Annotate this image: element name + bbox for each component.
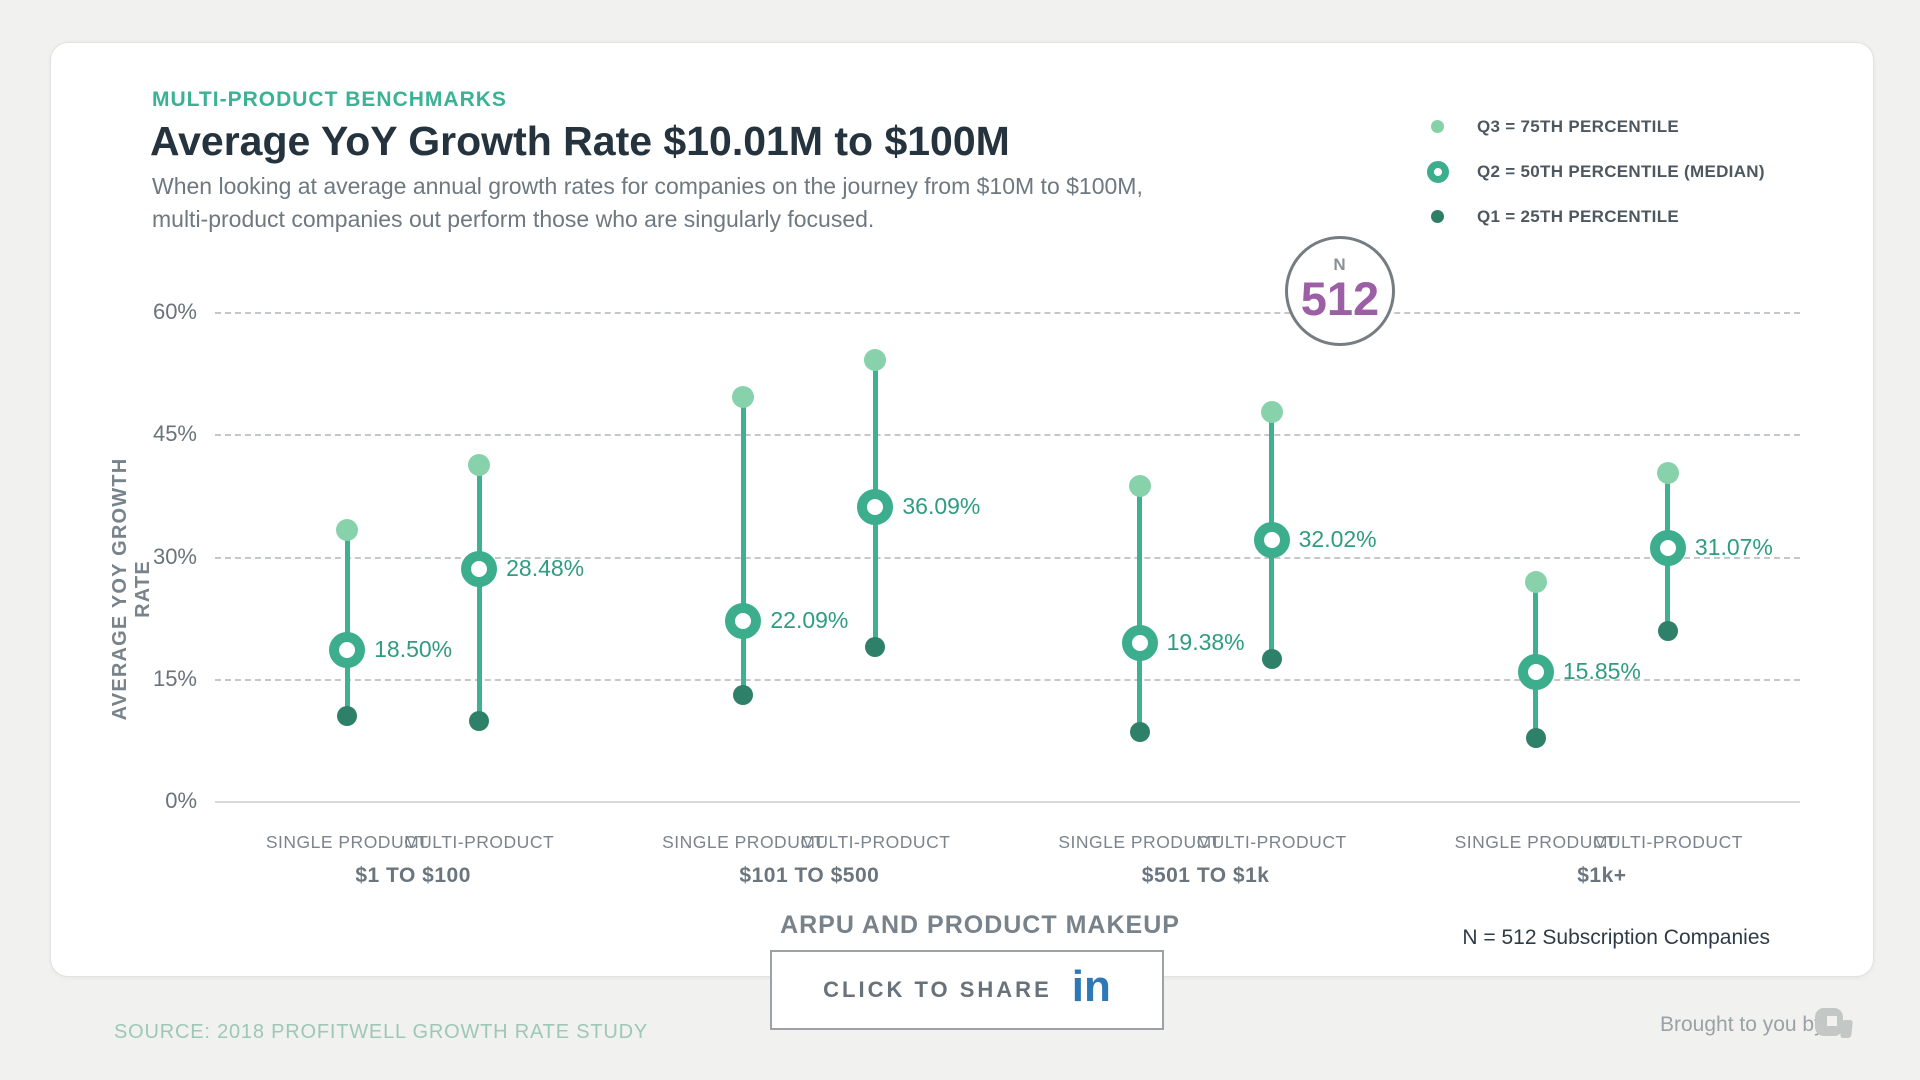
q3-dot [1260, 401, 1283, 424]
q3-dot [732, 385, 755, 408]
arpu-group-label: $1 TO $100 [355, 864, 471, 887]
eyebrow-label: MULTI-PRODUCT BENCHMARKS [152, 88, 507, 111]
gridline [215, 312, 1800, 314]
product-type-label: SINGLE PRODUCT [662, 832, 825, 852]
legend-label-q3: Q3 = 75TH PERCENTILE [1477, 116, 1680, 136]
q3-dot [1656, 462, 1679, 485]
linkedin-icon: in [1071, 962, 1111, 1011]
attribution-text: Brought to you by [1660, 1013, 1825, 1036]
product-type-label: MULTI-PRODUCT [1196, 832, 1347, 852]
q1-dot [1657, 620, 1678, 641]
q1-dot [1129, 721, 1150, 742]
product-type-label: MULTI-PRODUCT [404, 832, 555, 852]
q3-dot-icon [1425, 120, 1465, 133]
gridline [215, 556, 1800, 559]
legend-item-q1: Q1 = 25TH PERCENTILE [1425, 194, 1765, 239]
profitwell-logo-icon [1815, 1008, 1855, 1042]
legend-label-q1: Q1 = 25TH PERCENTILE [1477, 206, 1680, 226]
product-type-label: SINGLE PRODUCT [265, 832, 429, 852]
plot-area: 18.50% 28.48% 22.09% 36.09% 19.38% 32.02% 15.8… [215, 312, 1800, 803]
page-title: Average YoY Growth Rate $10.01M to $100M [150, 118, 1010, 164]
q1-dot [733, 685, 754, 706]
q2-median-ring [725, 602, 762, 639]
gridline [215, 434, 1800, 437]
y-tick-label: 15% [152, 665, 197, 691]
q3-dot [1128, 475, 1151, 498]
product-type-label: SINGLE PRODUCT [1058, 832, 1221, 852]
source-note: SOURCE: 2018 PROFITWELL GROWTH RATE STUD… [114, 1021, 648, 1043]
arpu-group-label: $101 TO $500 [739, 864, 880, 887]
q2-median-ring [1121, 625, 1158, 662]
y-tick-label: 45% [152, 421, 197, 447]
median-value-label: 22.09% [770, 606, 849, 633]
legend: Q3 = 75TH PERCENTILE Q2 = 50TH PERCENTIL… [1425, 104, 1765, 239]
q3-dot [468, 454, 491, 477]
sample-size-label: N [1333, 255, 1347, 274]
q1-dot-icon [1425, 210, 1465, 223]
q1-dot [337, 706, 358, 727]
arpu-group-label: $1k+ [1577, 864, 1627, 887]
y-axis-title: AVERAGE YOY GROWTH RATE [109, 457, 154, 721]
legend-label-q2: Q2 = 50TH PERCENTILE (MEDIAN) [1477, 161, 1765, 181]
q3-dot [864, 349, 887, 372]
median-value-label: 28.48% [506, 554, 585, 581]
sample-footnote: N = 512 Subscription Companies [1462, 926, 1770, 949]
product-type-label: MULTI-PRODUCT [1592, 832, 1743, 852]
sample-size-badge: N 512 [1285, 236, 1395, 346]
median-value-label: 31.07% [1694, 533, 1773, 560]
q2-ring-icon [1425, 160, 1465, 183]
q2-median-ring [329, 632, 366, 669]
quartile-range-stem [740, 396, 746, 696]
arpu-group-label: $501 TO $1k [1141, 864, 1270, 887]
share-button[interactable]: CLICK TO SHARE in [770, 950, 1164, 1030]
share-button-label: CLICK TO SHARE [823, 977, 1052, 1002]
median-value-label: 19.38% [1166, 629, 1245, 656]
q2-median-ring [1649, 529, 1686, 566]
q2-median-ring [1253, 522, 1290, 559]
y-tick-label: 0% [165, 788, 197, 813]
q1-dot [865, 636, 886, 657]
q3-dot [336, 519, 359, 542]
median-value-label: 18.50% [374, 636, 453, 663]
q1-dot [1525, 728, 1546, 749]
median-value-label: 36.09% [902, 492, 981, 519]
q2-median-ring [857, 488, 894, 525]
q1-dot [469, 711, 490, 732]
sample-size-value: 512 [1300, 272, 1380, 325]
chart-card [50, 42, 1874, 977]
x-axis-title: ARPU AND PRODUCT MAKEUP [780, 911, 1180, 939]
q3-dot [1524, 570, 1547, 593]
q1-dot [1261, 649, 1282, 670]
chart-area: 60% 45% 30% 15% 0% 18.50% 28.48% 22.09% 36.09% 1… [153, 299, 1800, 949]
product-type-label: MULTI-PRODUCT [800, 832, 951, 852]
subtitle-line-1: When looking at average annual growth ra… [152, 173, 1143, 199]
y-tick-label: 30% [152, 543, 197, 569]
median-value-label: 15.85% [1562, 657, 1641, 684]
gridline [215, 678, 1800, 681]
y-tick-label: 60% [152, 299, 197, 324]
subtitle: When looking at average annual growth ra… [152, 170, 1143, 236]
quartile-range-stem [476, 465, 482, 722]
quartile-range-stem [344, 530, 350, 717]
q2-median-ring [1517, 653, 1554, 690]
product-type-label: SINGLE PRODUCT [1454, 832, 1618, 852]
q2-median-ring [461, 550, 498, 587]
median-value-label: 32.02% [1298, 526, 1377, 553]
subtitle-line-2: multi-product companies out perform thos… [152, 206, 875, 232]
legend-item-q3: Q3 = 75TH PERCENTILE [1425, 104, 1765, 149]
quartile-range-stem [1137, 486, 1143, 732]
legend-item-q2: Q2 = 50TH PERCENTILE (MEDIAN) [1425, 149, 1765, 194]
